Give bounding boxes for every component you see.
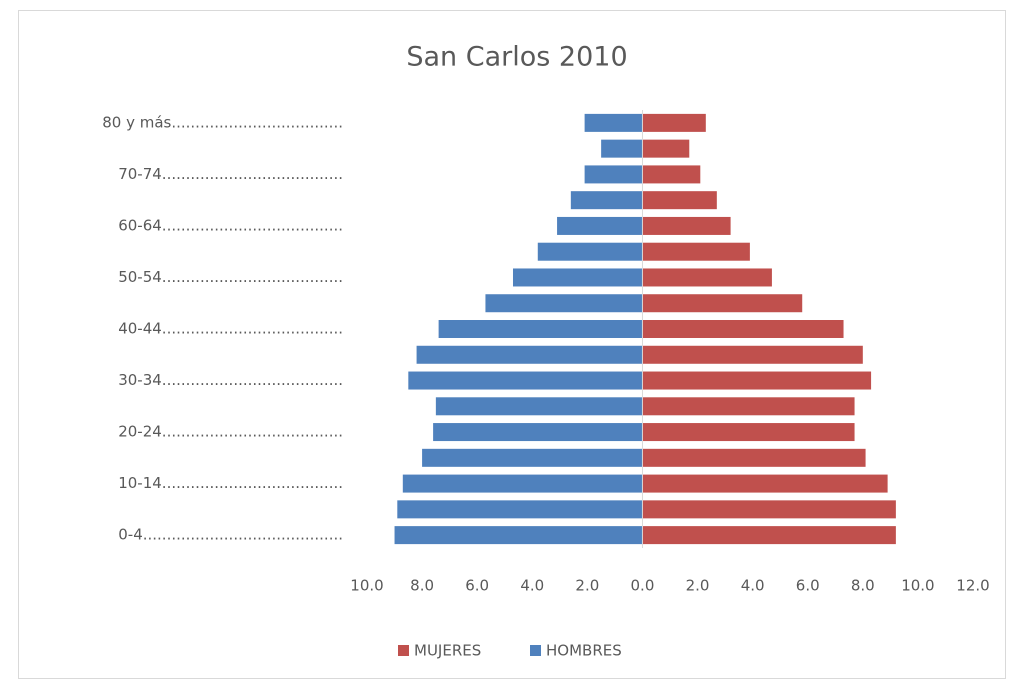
y-tick-label: 20-24...................................…: [118, 423, 343, 441]
bar: [394, 526, 643, 545]
legend-swatch: [398, 645, 409, 656]
bar: [435, 397, 643, 416]
bar: [642, 294, 803, 313]
bar: [642, 113, 706, 132]
bar: [402, 474, 643, 493]
bar: [557, 216, 643, 235]
x-tick-label: 4.0: [520, 577, 544, 595]
bar: [642, 423, 855, 442]
bar: [438, 320, 643, 338]
bar: [642, 242, 750, 261]
x-tick-label: 6.0: [796, 577, 820, 595]
bar: [642, 448, 866, 467]
x-tick-label: 12.0: [956, 577, 989, 595]
bar: [537, 242, 643, 261]
bar: [601, 139, 643, 158]
bar: [584, 113, 643, 132]
bar: [642, 139, 690, 158]
chart-frame: [18, 10, 1006, 679]
y-tick-label: 40-44...................................…: [118, 320, 343, 338]
x-tick-label: 2.0: [686, 577, 710, 595]
bar: [642, 191, 717, 210]
bar: [570, 191, 643, 210]
bar: [397, 500, 643, 519]
bar: [642, 216, 731, 235]
bar: [642, 320, 844, 338]
y-tick-label: 60-64...................................…: [118, 216, 343, 234]
bar: [584, 165, 643, 184]
y-tick-label: 80 y más................................…: [102, 113, 343, 131]
y-tick-label: 50-54...................................…: [118, 268, 343, 286]
bar: [642, 345, 863, 364]
bar: [642, 371, 872, 390]
bar: [642, 268, 772, 287]
bar: [512, 268, 643, 287]
bar: [642, 500, 896, 519]
legend-swatch: [530, 645, 541, 656]
y-tick-label: 10-14...................................…: [118, 474, 343, 492]
x-tick-label: 8.0: [851, 577, 875, 595]
bar: [642, 397, 855, 416]
bar: [642, 526, 896, 545]
bar: [408, 371, 643, 390]
x-tick-label: 10.0: [350, 577, 383, 595]
bar: [433, 423, 643, 442]
bar: [642, 165, 701, 184]
y-tick-label: 30-34...................................…: [118, 371, 343, 389]
x-tick-label: 0.0: [631, 577, 655, 595]
x-tick-label: 2.0: [575, 577, 599, 595]
x-tick-label: 8.0: [410, 577, 434, 595]
y-tick-label: 0-4.....................................…: [118, 526, 343, 544]
bar: [422, 448, 643, 467]
legend-label: HOMBRES: [546, 642, 622, 660]
x-tick-label: 6.0: [465, 577, 489, 595]
x-tick-label: 4.0: [741, 577, 765, 595]
y-tick-label: 70-74...................................…: [118, 165, 343, 183]
bar: [485, 294, 643, 313]
bar: [416, 345, 643, 364]
x-tick-label: 10.0: [901, 577, 934, 595]
bar: [642, 474, 888, 493]
chart-title: San Carlos 2010: [406, 42, 627, 73]
legend-label: MUJERES: [414, 642, 481, 660]
